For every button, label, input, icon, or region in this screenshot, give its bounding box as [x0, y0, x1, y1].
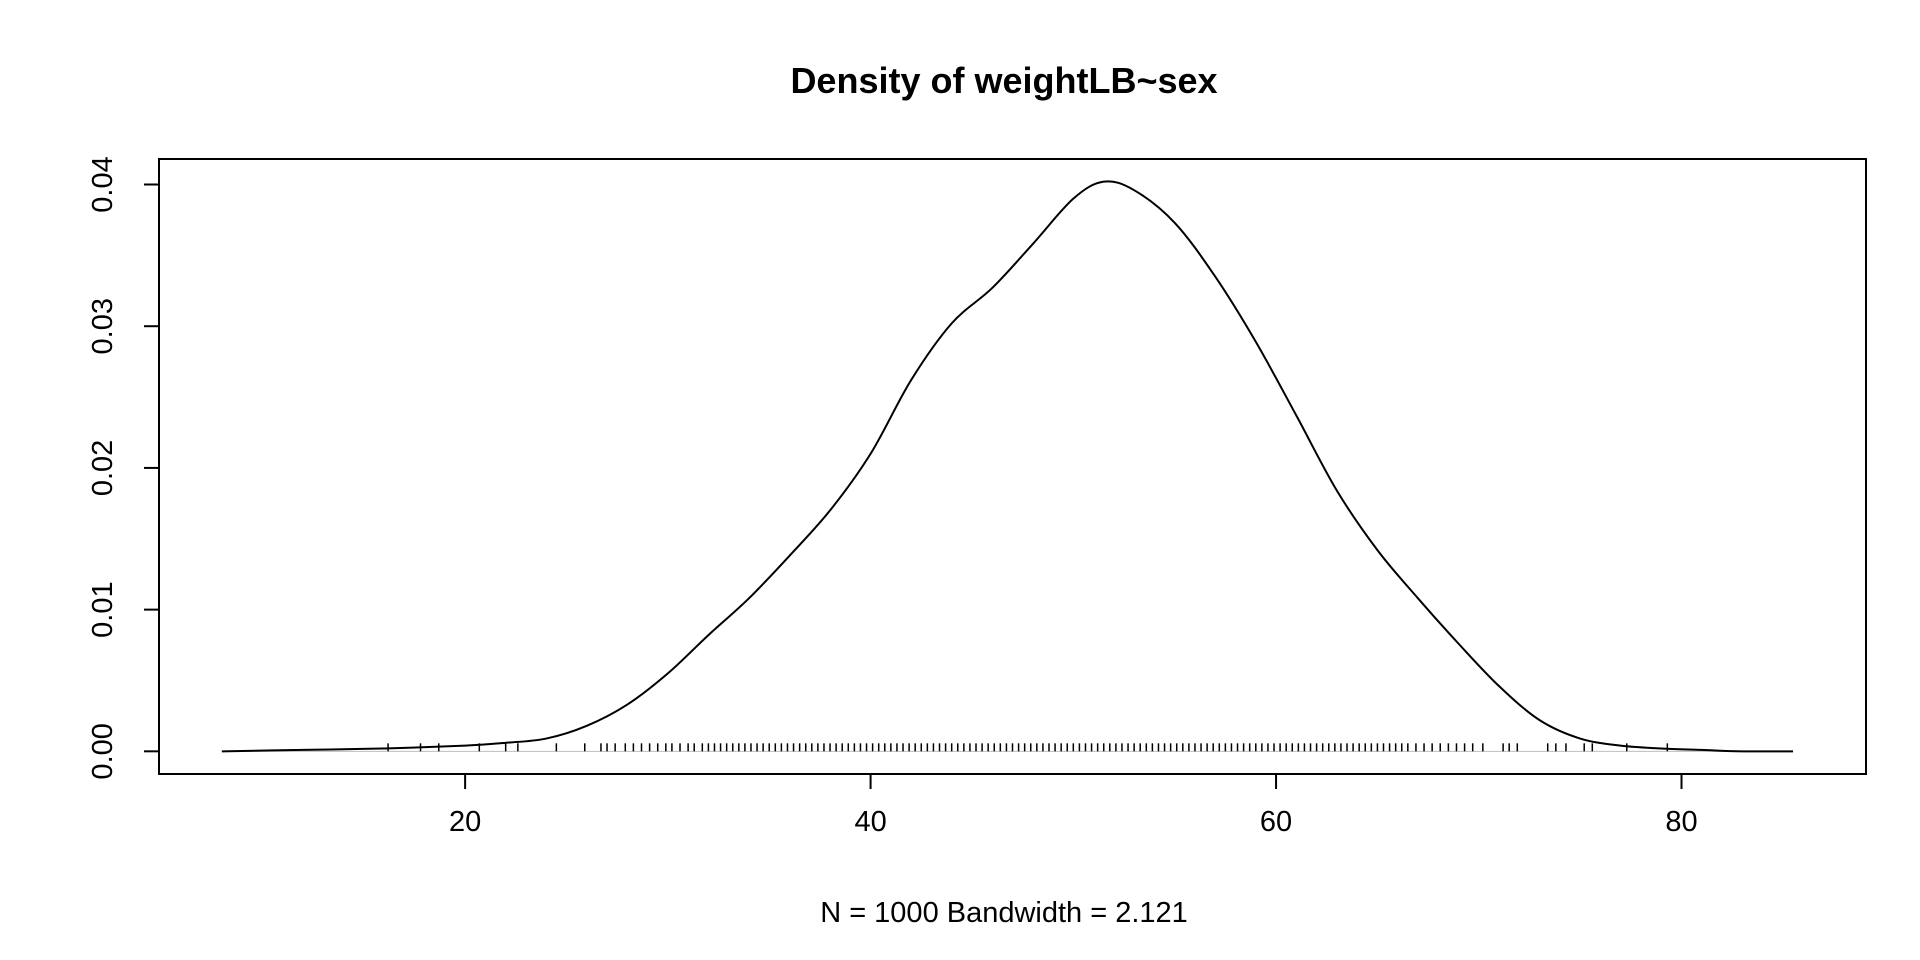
y-tick-label: 0.01: [87, 581, 119, 637]
density-curve: [221, 180, 1794, 753]
chart-title: Density of weightLB~sex: [790, 60, 1217, 101]
x-tick-label: 40: [854, 806, 886, 838]
y-tick-label: 0.02: [87, 440, 119, 496]
x-axis: 20 40 60 80: [449, 773, 1698, 838]
y-axis: 0.00 0.01 0.02 0.03 0.04: [87, 156, 160, 780]
x-tick-label: 80: [1665, 806, 1697, 838]
rug-marks: [387, 743, 1669, 752]
y-tick-label: 0.00: [87, 723, 119, 779]
x-tick-label: 60: [1260, 806, 1292, 838]
plot-frame: [158, 158, 1867, 775]
x-axis-label: N = 1000 Bandwidth = 2.121: [820, 897, 1188, 929]
y-tick-label: 0.04: [87, 156, 119, 212]
y-tick-label: 0.03: [87, 298, 119, 354]
x-tick-label: 20: [449, 806, 481, 838]
